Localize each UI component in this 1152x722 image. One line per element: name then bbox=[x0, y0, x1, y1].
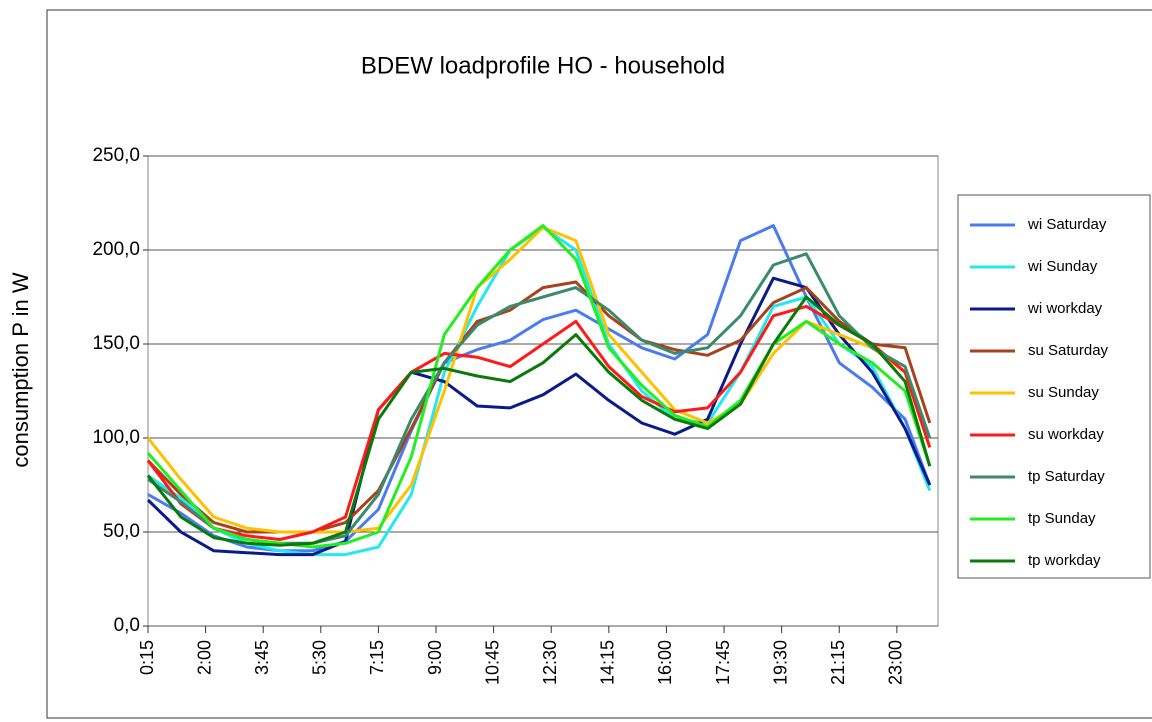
y-tick-label: 100,0 bbox=[92, 427, 140, 448]
y-axis-label: consumption P in W bbox=[8, 272, 33, 467]
x-tick-label: 21:15 bbox=[828, 640, 848, 685]
x-tick-label: 10:45 bbox=[482, 640, 502, 685]
y-tick-label: 150,0 bbox=[92, 333, 140, 354]
legend-label: tp Saturday bbox=[1028, 468, 1105, 485]
x-tick-label: 17:45 bbox=[713, 640, 733, 685]
x-tick-label: 19:30 bbox=[770, 640, 790, 685]
x-tick-label: 3:45 bbox=[252, 640, 272, 675]
x-tick-label: 12:30 bbox=[540, 640, 560, 685]
y-tick-label: 200,0 bbox=[92, 239, 140, 260]
series-line bbox=[146, 224, 932, 549]
x-tick-label: 2:00 bbox=[194, 640, 214, 675]
y-tick-label: 0,0 bbox=[114, 615, 140, 636]
legend-label: su workday bbox=[1028, 426, 1104, 443]
chart-title: BDEW loadprofile HO - household bbox=[361, 52, 725, 79]
legend-label: tp workday bbox=[1028, 552, 1101, 569]
x-tick-label: 5:30 bbox=[310, 640, 330, 675]
legend-label: wi Saturday bbox=[1027, 216, 1107, 233]
x-tick-label: 7:15 bbox=[367, 640, 387, 675]
series-line bbox=[146, 295, 932, 547]
x-tick-label: 16:00 bbox=[655, 640, 675, 685]
y-tick-label: 50,0 bbox=[103, 521, 140, 542]
legend-label: su Sunday bbox=[1028, 384, 1099, 401]
legend-box bbox=[957, 194, 1151, 579]
x-tick-label: 9:00 bbox=[425, 640, 445, 675]
x-tick-label: 0:15 bbox=[137, 640, 157, 675]
x-tick-label: 23:00 bbox=[886, 640, 906, 685]
legend-label: wi Sunday bbox=[1027, 258, 1098, 275]
legend-label: tp Sunday bbox=[1028, 510, 1096, 527]
series-line bbox=[146, 304, 932, 541]
x-tick-label: 14:15 bbox=[598, 640, 618, 685]
legend-label: su Saturday bbox=[1028, 342, 1109, 359]
y-tick-label: 250,0 bbox=[92, 145, 140, 166]
legend-label: wi workday bbox=[1027, 300, 1103, 317]
plot-area bbox=[147, 155, 939, 627]
